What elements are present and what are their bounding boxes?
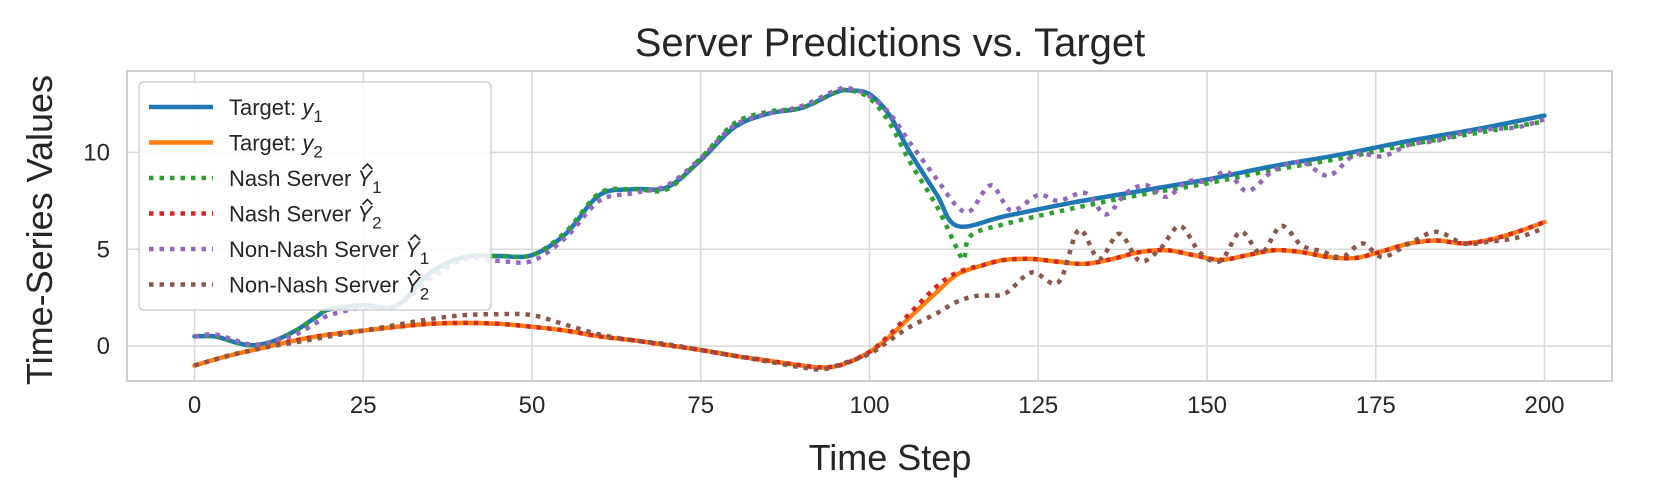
legend-label: Target:	[229, 95, 302, 120]
legend-label: Nash Server	[229, 202, 357, 227]
hat-accent	[361, 198, 373, 206]
legend-entry: Nash Server Y2	[229, 202, 382, 233]
x-tick-label: 25	[350, 392, 377, 419]
x-tick-label: 0	[188, 392, 201, 419]
legend-label: Non-Nash Server	[229, 273, 405, 298]
x-tick-label: 125	[1018, 392, 1058, 419]
legend-subscript: 2	[420, 285, 429, 304]
legend-subscript: 1	[372, 178, 381, 197]
legend-symbol: Y	[405, 273, 421, 298]
legend-symbol: Y	[357, 202, 373, 227]
legend-symbol: y	[300, 131, 315, 156]
hat-accent	[409, 233, 421, 241]
x-tick-label: 75	[687, 392, 714, 419]
x-tick-label: 100	[849, 392, 889, 419]
legend-entry: Non-Nash Server Y2	[229, 273, 429, 304]
x-tick-label: 200	[1524, 392, 1564, 419]
series-line-3	[194, 87, 1545, 348]
legend-label: Target:	[229, 131, 302, 156]
hat-accent	[361, 162, 373, 170]
y-tick-label: 0	[97, 333, 110, 360]
legend-entry: Target: y1	[229, 95, 323, 126]
legend-symbol: y	[300, 95, 315, 120]
series-line-6	[193, 223, 1546, 372]
legend-subscript: 2	[313, 143, 322, 162]
legend-label: Nash Server	[229, 166, 357, 191]
legend-entry: Target: y2	[229, 131, 323, 162]
legend-subscript: 1	[313, 107, 322, 126]
legend-entry: Non-Nash Server Y1	[229, 237, 429, 268]
series-line-2	[192, 219, 1547, 370]
plot-series	[192, 85, 1547, 372]
legend-label: Non-Nash Server	[229, 237, 405, 262]
chart-title: Server Predictions vs. Target	[635, 21, 1146, 65]
legend-symbol: Y	[405, 237, 421, 262]
axis-ticks: 0 25 50 75 100 125 150 175 200 0 5 10	[83, 139, 1564, 419]
legend-box	[138, 81, 492, 311]
x-axis-label: Time Step	[809, 437, 972, 478]
x-tick-label: 150	[1187, 392, 1227, 419]
x-tick-label: 50	[519, 392, 546, 419]
y-tick-label: 10	[83, 139, 110, 166]
x-tick-label: 175	[1356, 392, 1396, 419]
series-line-5	[194, 85, 1546, 347]
y-tick-label: 5	[97, 236, 110, 263]
legend-subscript: 2	[372, 214, 381, 233]
plot-frame	[126, 70, 1613, 382]
y-axis-label: Time-Series Values	[19, 75, 60, 385]
legend-subscript: 1	[420, 249, 429, 268]
legend-entry: Nash Server Y1	[229, 166, 382, 197]
legend-symbol: Y	[357, 166, 373, 191]
hat-accent	[409, 269, 421, 277]
